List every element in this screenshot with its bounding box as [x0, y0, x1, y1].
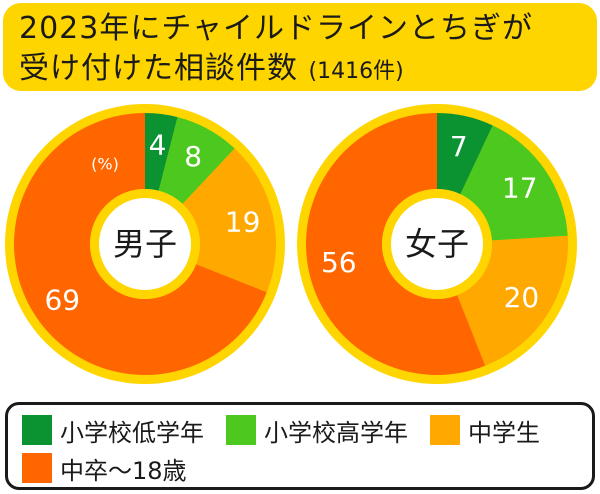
donut-charts: 4 8 19 69 男子 (%) 7 17 20 56 女子 [5, 104, 577, 384]
slice-2 [158, 117, 235, 204]
chart-title-line1: 2023年にチャイルドラインとちぎが [19, 11, 534, 46]
legend-swatch [22, 415, 52, 445]
slice-value-label: 69 [44, 284, 80, 317]
slice-value-label: 19 [225, 206, 261, 239]
slice-4 [14, 113, 267, 375]
legend-label: 小学校高学年 [264, 418, 408, 447]
slice-value-label: 20 [504, 281, 540, 314]
legend-swatch [226, 415, 256, 445]
slice-2 [460, 125, 568, 241]
legend-item-low-elementary: 小学校低学年 [22, 413, 204, 448]
legend: 小学校低学年 小学校高学年 中学生 中卒〜18歳 [5, 402, 595, 490]
chart-title-main: 受け付けた相談件数 [19, 51, 298, 86]
chart-title-total: (1416件) [308, 59, 404, 84]
legend-swatch [22, 453, 52, 483]
legend-item-high-elementary: 小学校高学年 [226, 413, 408, 448]
center-hole [99, 198, 191, 290]
legend-row-2: 中卒〜18歳 [22, 449, 578, 487]
slice-value-label: 7 [450, 130, 468, 163]
slice-1 [145, 113, 178, 191]
legend-label: 小学校低学年 [60, 418, 204, 447]
legend-label: 中卒〜18歳 [60, 456, 187, 485]
legend-row-1: 小学校低学年 小学校高学年 中学生 [22, 411, 578, 449]
center-label: 女子 [405, 225, 469, 263]
center-hole [391, 198, 483, 290]
title-banner: 2023年にチャイルドラインとちぎが 受け付けた相談件数 (1416件) [3, 3, 597, 91]
slice-value-label: 56 [321, 246, 357, 279]
slice-3 [457, 235, 568, 366]
slice-1 [437, 113, 493, 195]
slice-4 [306, 112, 486, 375]
donut-chart-2: 7 17 20 56 女子 [297, 104, 577, 384]
donut-chart-1: 4 8 19 69 男子 (%) [5, 104, 285, 384]
center-label: 男子 [113, 225, 177, 263]
slice-value-label: 4 [149, 128, 167, 161]
slice-value-label: 8 [184, 140, 202, 173]
legend-item-graduate-to-18: 中卒〜18歳 [22, 451, 187, 486]
slice-3 [182, 148, 276, 293]
unit-label: (%) [91, 155, 119, 174]
slice-value-label: 17 [502, 171, 538, 204]
legend-swatch [430, 415, 460, 445]
chart-title-line2: 受け付けた相談件数 (1416件) [19, 49, 581, 92]
legend-label: 中学生 [468, 418, 540, 447]
legend-item-junior-high: 中学生 [430, 413, 540, 448]
